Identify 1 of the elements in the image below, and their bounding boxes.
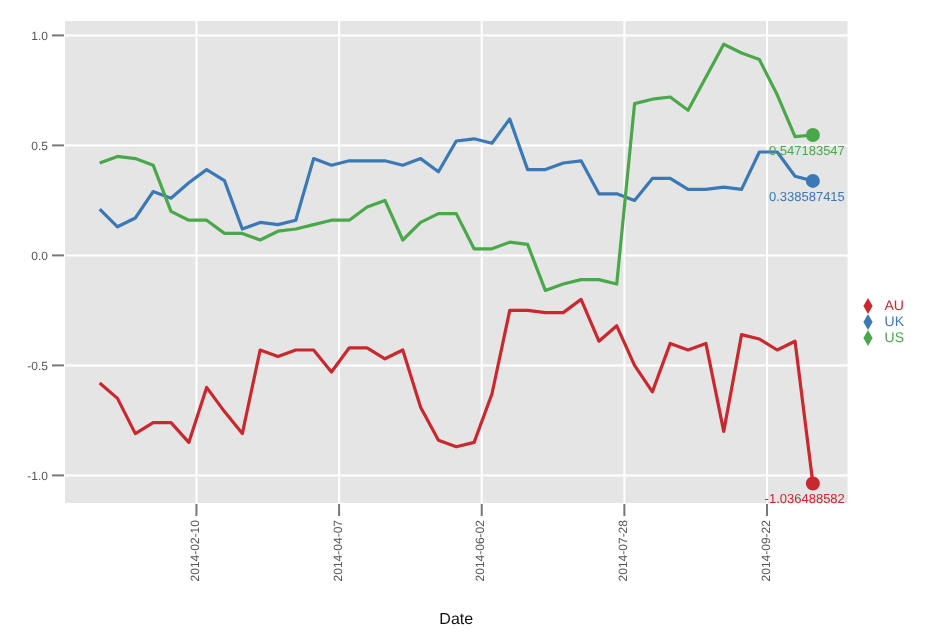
x-axis-title: Date (439, 610, 475, 628)
